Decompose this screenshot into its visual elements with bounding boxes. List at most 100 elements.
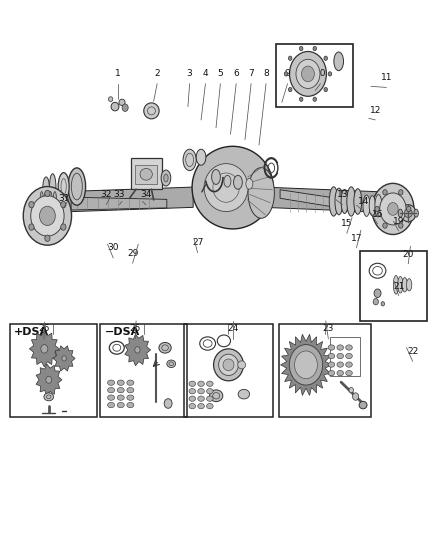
Ellipse shape — [49, 191, 52, 205]
Bar — [275, 44, 352, 107]
Circle shape — [294, 351, 317, 378]
Ellipse shape — [245, 179, 252, 189]
Ellipse shape — [127, 387, 134, 393]
Circle shape — [382, 223, 386, 228]
Circle shape — [348, 387, 353, 393]
Ellipse shape — [358, 401, 366, 409]
Polygon shape — [280, 334, 331, 395]
Text: 25: 25 — [129, 325, 141, 333]
Ellipse shape — [111, 102, 119, 111]
Text: 27: 27 — [191, 238, 203, 247]
Circle shape — [328, 72, 331, 76]
Ellipse shape — [333, 52, 343, 71]
Ellipse shape — [247, 167, 274, 219]
Bar — [100, 324, 187, 417]
Ellipse shape — [68, 168, 85, 205]
Ellipse shape — [345, 362, 352, 367]
Ellipse shape — [192, 146, 272, 229]
Ellipse shape — [183, 149, 196, 171]
Ellipse shape — [189, 403, 195, 409]
Circle shape — [295, 59, 319, 88]
Ellipse shape — [107, 387, 114, 393]
Ellipse shape — [353, 189, 361, 214]
Ellipse shape — [413, 209, 417, 217]
Ellipse shape — [140, 168, 152, 180]
Circle shape — [379, 193, 405, 225]
Text: 32: 32 — [100, 190, 112, 199]
Circle shape — [289, 345, 322, 385]
Ellipse shape — [327, 362, 334, 367]
Text: 23: 23 — [322, 325, 333, 333]
Ellipse shape — [117, 402, 124, 408]
Circle shape — [373, 289, 380, 297]
Ellipse shape — [117, 395, 124, 400]
Text: 11: 11 — [380, 73, 391, 82]
Ellipse shape — [127, 402, 134, 408]
Ellipse shape — [401, 278, 406, 292]
Circle shape — [398, 190, 402, 195]
Text: 8: 8 — [262, 69, 268, 78]
Ellipse shape — [161, 170, 170, 186]
Ellipse shape — [213, 349, 243, 381]
Ellipse shape — [392, 276, 398, 294]
Circle shape — [398, 223, 402, 228]
Text: +DSA: +DSA — [14, 327, 49, 337]
Circle shape — [23, 187, 71, 245]
Ellipse shape — [143, 103, 159, 119]
Text: 26: 26 — [38, 325, 49, 333]
Circle shape — [374, 206, 378, 212]
Circle shape — [29, 224, 34, 230]
Ellipse shape — [206, 381, 212, 386]
Ellipse shape — [328, 187, 337, 216]
Circle shape — [387, 203, 397, 215]
Text: 33: 33 — [113, 190, 125, 199]
Ellipse shape — [127, 395, 134, 400]
Ellipse shape — [223, 359, 233, 371]
Circle shape — [406, 206, 410, 212]
Circle shape — [284, 72, 287, 76]
Polygon shape — [124, 334, 150, 366]
Ellipse shape — [204, 164, 247, 212]
Ellipse shape — [336, 362, 343, 367]
Text: 20: 20 — [402, 250, 413, 259]
Polygon shape — [36, 364, 62, 395]
Ellipse shape — [163, 174, 168, 182]
Ellipse shape — [45, 191, 47, 205]
Circle shape — [299, 46, 302, 51]
Polygon shape — [29, 330, 59, 367]
Ellipse shape — [198, 396, 204, 401]
Ellipse shape — [107, 380, 114, 385]
Text: 10: 10 — [314, 69, 325, 78]
Ellipse shape — [107, 395, 114, 400]
Text: 16: 16 — [371, 210, 382, 219]
Circle shape — [371, 183, 413, 235]
Ellipse shape — [237, 361, 245, 369]
Text: 29: 29 — [127, 249, 138, 257]
Ellipse shape — [218, 354, 238, 375]
Ellipse shape — [362, 195, 369, 216]
Ellipse shape — [374, 195, 381, 217]
Ellipse shape — [206, 396, 212, 401]
Bar — [183, 324, 273, 417]
Ellipse shape — [397, 277, 402, 293]
Polygon shape — [53, 346, 75, 371]
Ellipse shape — [209, 390, 222, 402]
Ellipse shape — [46, 376, 52, 383]
Ellipse shape — [117, 380, 124, 385]
Circle shape — [312, 46, 316, 51]
Ellipse shape — [336, 370, 343, 376]
Ellipse shape — [334, 188, 342, 215]
Ellipse shape — [406, 279, 411, 291]
Polygon shape — [279, 190, 371, 213]
Text: 34: 34 — [140, 190, 151, 199]
Text: 15: 15 — [340, 220, 352, 228]
Ellipse shape — [108, 97, 113, 102]
Ellipse shape — [198, 389, 204, 394]
Ellipse shape — [206, 389, 212, 394]
Ellipse shape — [403, 209, 411, 217]
Ellipse shape — [117, 387, 124, 393]
Text: 22: 22 — [406, 348, 417, 356]
Circle shape — [288, 56, 291, 60]
Polygon shape — [263, 187, 394, 213]
Ellipse shape — [345, 370, 352, 376]
